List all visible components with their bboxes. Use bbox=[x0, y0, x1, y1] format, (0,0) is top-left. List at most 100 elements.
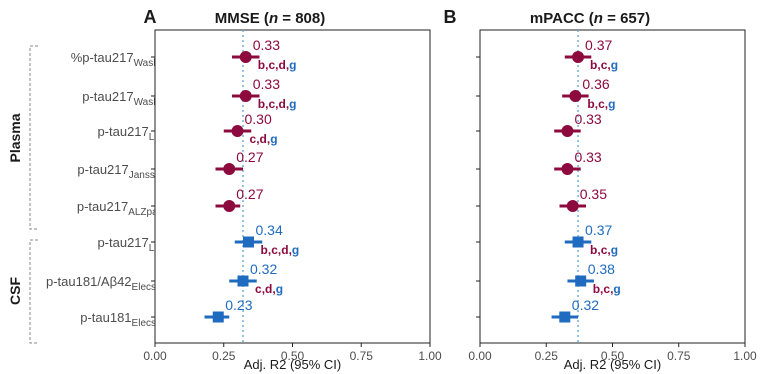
x-tick-label: 1.00 bbox=[418, 349, 442, 363]
significance-letter: c bbox=[598, 97, 605, 111]
row-label-subscript: ALZpath bbox=[128, 207, 166, 218]
value-label: 0.27 bbox=[236, 186, 263, 202]
value-label: 0.33 bbox=[574, 111, 601, 127]
significance-letter: c bbox=[250, 132, 257, 146]
significance-letter: c bbox=[268, 97, 275, 111]
value-label: 0.32 bbox=[572, 297, 599, 313]
significance-letter: b bbox=[258, 58, 265, 72]
significance-letter: g bbox=[289, 58, 296, 72]
row-label: p-tau181Elecsys bbox=[80, 310, 166, 329]
significance-letters: c,d,g bbox=[255, 282, 283, 296]
x-tick-label: 0.25 bbox=[212, 349, 236, 363]
row-label-main: p-tau217 bbox=[82, 89, 133, 104]
value-label: 0.38 bbox=[588, 261, 615, 277]
panel-title-n: n bbox=[594, 10, 603, 27]
significance-letters: b,c,g bbox=[590, 243, 618, 257]
x-tick-label: 0.50 bbox=[281, 349, 305, 363]
significance-letter: d bbox=[260, 132, 267, 146]
point-marker bbox=[561, 125, 574, 137]
x-tick-label: 0.00 bbox=[468, 349, 492, 363]
point-marker bbox=[243, 236, 254, 248]
significance-separator: , bbox=[265, 97, 268, 111]
point-marker bbox=[239, 51, 252, 63]
x-axis-label: Adj. R2 (95% CI) bbox=[564, 357, 662, 372]
point-marker bbox=[212, 311, 224, 323]
value-label: 0.27 bbox=[236, 149, 263, 165]
row-label: p-tau217ALZpath bbox=[77, 199, 166, 218]
value-label: 0.33 bbox=[253, 37, 280, 53]
x-tick-label: 0.50 bbox=[601, 349, 625, 363]
significance-separator: , bbox=[595, 97, 598, 111]
point-marker bbox=[223, 163, 236, 175]
row-label-main: p-tau181 bbox=[80, 310, 131, 325]
panel-title-prefix: mPACC ( bbox=[530, 10, 594, 27]
panel-title-suffix: = 808) bbox=[278, 10, 325, 27]
panel-frame bbox=[154, 29, 431, 344]
significance-letter: d bbox=[265, 282, 272, 296]
significance-letter: g bbox=[611, 58, 618, 72]
significance-separator: , bbox=[275, 97, 278, 111]
significance-letters: b,c,d,g bbox=[261, 243, 300, 257]
significance-letter: g bbox=[292, 243, 299, 257]
row-label-subscript: Elecsys bbox=[132, 318, 166, 329]
significance-letters: b,c,g bbox=[587, 97, 615, 111]
significance-letters: b,c,d,g bbox=[258, 97, 297, 111]
significance-separator: , bbox=[286, 97, 289, 111]
point-marker bbox=[569, 90, 582, 102]
row-label: p-tau181/Aβ42Elecsys bbox=[46, 274, 166, 293]
point-marker bbox=[575, 275, 587, 287]
row-label-subscript: Elecsys bbox=[132, 282, 166, 293]
group-label: Plasma bbox=[7, 113, 23, 162]
point-marker bbox=[239, 90, 252, 102]
significance-letter: d bbox=[278, 58, 285, 72]
value-label: 0.30 bbox=[245, 111, 272, 127]
x-tick-label: 0.75 bbox=[350, 349, 374, 363]
significance-separator: , bbox=[268, 243, 271, 257]
point-marker bbox=[566, 200, 579, 212]
x-axis-label: Adj. R2 (95% CI) bbox=[244, 357, 342, 372]
value-label: 0.34 bbox=[256, 222, 283, 238]
x-tick-label: 0.00 bbox=[143, 349, 167, 363]
row-label-main: p-tau217 bbox=[97, 124, 148, 139]
value-label: 0.23 bbox=[225, 297, 252, 313]
significance-letter: c bbox=[603, 282, 610, 296]
row-label-main: p-tau181/Aβ42 bbox=[46, 274, 132, 289]
significance-letter: c bbox=[268, 58, 275, 72]
significance-separator: , bbox=[265, 58, 268, 72]
significance-separator: , bbox=[289, 243, 292, 257]
panel-title-prefix: MMSE ( bbox=[215, 10, 269, 27]
significance-separator: , bbox=[275, 58, 278, 72]
significance-letters: b,c,g bbox=[590, 58, 618, 72]
significance-letter: g bbox=[613, 282, 620, 296]
row-label-subscript: WashU bbox=[134, 97, 166, 108]
row-label: p-tau217WashU bbox=[82, 89, 166, 108]
value-label: 0.36 bbox=[582, 76, 609, 92]
significance-separator: , bbox=[262, 282, 265, 296]
group-bracket bbox=[29, 239, 38, 344]
value-label: 0.35 bbox=[580, 186, 607, 202]
significance-letter: d bbox=[278, 97, 285, 111]
significance-letter: c bbox=[255, 282, 262, 296]
significance-separator: , bbox=[278, 243, 281, 257]
value-label: 0.37 bbox=[585, 222, 612, 238]
significance-letter: g bbox=[611, 243, 618, 257]
significance-separator: , bbox=[600, 282, 603, 296]
row-label-main: p-tau217 bbox=[77, 199, 128, 214]
significance-separator: , bbox=[272, 282, 275, 296]
panel-letter: B bbox=[444, 7, 457, 27]
significance-separator: , bbox=[286, 58, 289, 72]
value-label: 0.32 bbox=[250, 261, 277, 277]
panel-title-suffix: = 657) bbox=[603, 10, 650, 27]
significance-letter: b bbox=[590, 243, 597, 257]
panel-title: mPACC (n = 657) bbox=[530, 10, 650, 27]
significance-separator: , bbox=[597, 243, 600, 257]
row-label: %p-tau217WashU bbox=[71, 50, 166, 69]
significance-separator: , bbox=[597, 58, 600, 72]
row-label: p-tau217Janssen bbox=[77, 162, 166, 181]
significance-letter: b bbox=[258, 97, 265, 111]
significance-letter: g bbox=[276, 282, 283, 296]
significance-letter: g bbox=[289, 97, 296, 111]
point-marker bbox=[572, 51, 585, 63]
value-label: 0.33 bbox=[574, 149, 601, 165]
